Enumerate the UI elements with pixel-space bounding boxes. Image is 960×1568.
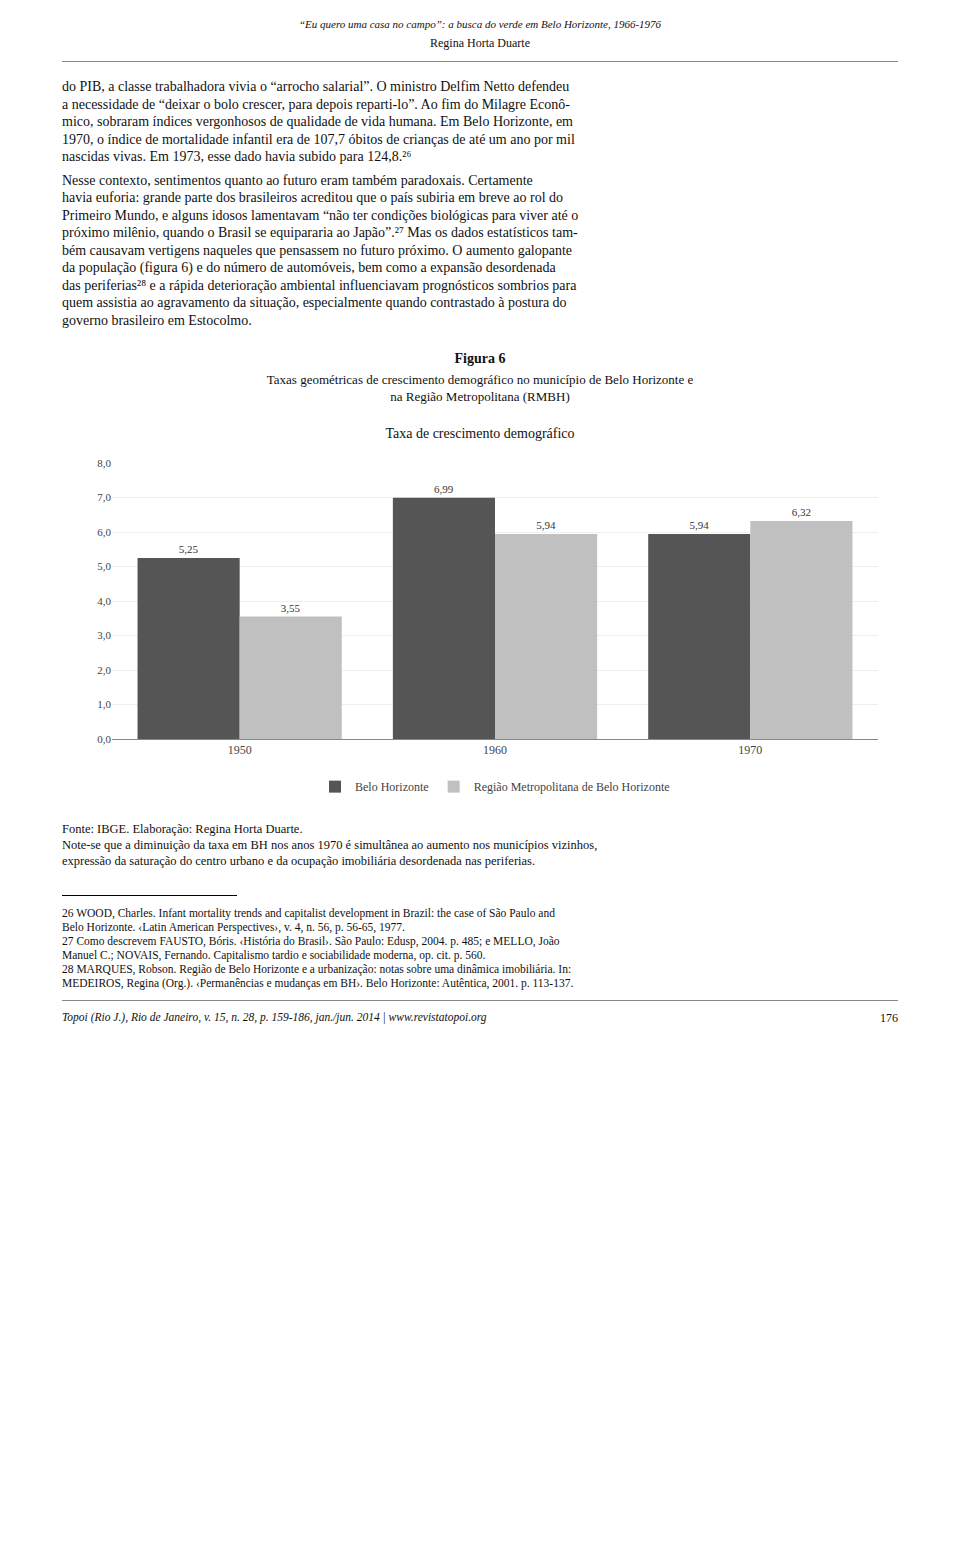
html-text:28 MARQUES, Robson. Região de: 28 MARQUES, Robson. Região de Belo Horiz… [62,963,572,975]
svg-text:5,94: 5,94 [689,519,709,531]
svg-text:8,0: 8,0 [97,457,111,469]
html-text:governo brasileiro em Estocolm: governo brasileiro em Estocolmo. [62,312,252,328]
html-text:Topoi (Rio J.), Rio de Janeiro: Topoi (Rio J.), Rio de Janeiro, v. 15, n… [62,1011,487,1023]
html-text:1970, o índice de mortalidade: 1970, o índice de mortalidade infantil e… [62,131,575,147]
html-text:das periferias²⁸ e a rápida de: das periferias²⁸ e a rápida deterioração… [62,277,577,293]
html-text:Taxas geométricas de crescimen: Taxas geométricas de crescimento demográ… [266,372,694,387]
svg-text:3,55: 3,55 [281,602,301,614]
html-text:“Eu quero uma casa no campo”:: “Eu quero uma casa no campo”: a busca do… [298,18,662,30]
html-text:Fonte: IBGE. Elaboração: Regin: Fonte: IBGE. Elaboração: Regina Horta Du… [62,822,303,836]
html-text:da população (figura 6) e do n: da população (figura 6) e do número de a… [62,260,556,275]
html-text:Figura 6: Figura 6 [454,351,506,366]
svg-text:2,0: 2,0 [97,664,111,676]
svg-text:5,25: 5,25 [179,543,199,555]
html-text:a necessidade de “deixar o bol: a necessidade de “deixar o bolo crescer,… [62,96,570,112]
svg-text:1,0: 1,0 [97,698,111,710]
svg-text:4,0: 4,0 [97,595,111,607]
svg-text:Belo Horizonte: Belo Horizonte [355,780,429,794]
svg-text:Taxa de crescimento demográfic: Taxa de crescimento demográfico [385,426,574,441]
html-text:MEDEIROS, Regina (Org.). ‹Perm: MEDEIROS, Regina (Org.). ‹Permanências e… [62,977,574,989]
html-text:27 Como descrevem FAUSTO, Bóri: 27 Como descrevem FAUSTO, Bóris. ‹Histór… [62,935,560,947]
html-text:do PIB, a classe trabalhadora: do PIB, a classe trabalhadora vivia o “a… [62,79,570,94]
html-text:26 WOOD, Charles. Infant morta: 26 WOOD, Charles. Infant mortality trend… [62,907,555,919]
svg-text:1960: 1960 [483,743,507,757]
svg-text:3,0: 3,0 [97,629,111,641]
html-text:176: 176 [880,1011,898,1025]
html-text:Primeiro Mundo, e alguns idoso: Primeiro Mundo, e alguns idosos lamentav… [62,207,579,223]
svg-text:1950: 1950 [228,743,252,757]
html-text:bém causavam vertigens naquele: bém causavam vertigens naqueles que pens… [62,242,573,258]
html-text:nascidas vivas. Em 1973, esse: nascidas vivas. Em 1973, esse dado havia… [62,149,412,164]
html-text:na Região Metropolitana (RMBH): na Região Metropolitana (RMBH) [390,389,570,404]
svg-text:6,32: 6,32 [792,506,811,518]
html-text:havia euforia: grande parte do: havia euforia: grande parte dos brasilei… [62,190,564,205]
html-text:quem assistia ao agravamento d: quem assistia ao agravamento da situação… [62,295,567,310]
html-text:Regina Horta Duarte: Regina Horta Duarte [430,36,530,50]
html-text:expressão da saturação do cent: expressão da saturação do centro urbano … [62,854,536,868]
html-text:mico, sobraram índices vergonh: mico, sobraram índices vergonhosos de qu… [62,114,573,129]
html-text:Belo Horizonte. ‹Latin America: Belo Horizonte. ‹Latin American Perspect… [62,921,405,933]
svg-text:5,0: 5,0 [97,560,111,572]
html-text:Nesse contexto, sentimentos qu: Nesse contexto, sentimentos quanto ao fu… [62,172,533,188]
html-text:próximo milênio, quando o Bras: próximo milênio, quando o Brasil se equi… [62,225,578,240]
html-text:Manuel C.; NOVAIS, Fernando. C: Manuel C.; NOVAIS, Fernando. Capitalismo… [62,949,486,961]
svg-text:6,0: 6,0 [97,526,111,538]
svg-text:7,0: 7,0 [97,491,111,503]
html-text:Note-se que a diminuição da ta: Note-se que a diminuição da taxa em BH n… [62,838,598,852]
svg-text:Região Metropolitana de Belo H: Região Metropolitana de Belo Horizonte [474,780,670,794]
svg-text:1970: 1970 [738,743,762,757]
svg-text:0,0: 0,0 [97,733,111,745]
svg-text:6,99: 6,99 [434,483,454,495]
svg-text:5,94: 5,94 [536,519,556,531]
